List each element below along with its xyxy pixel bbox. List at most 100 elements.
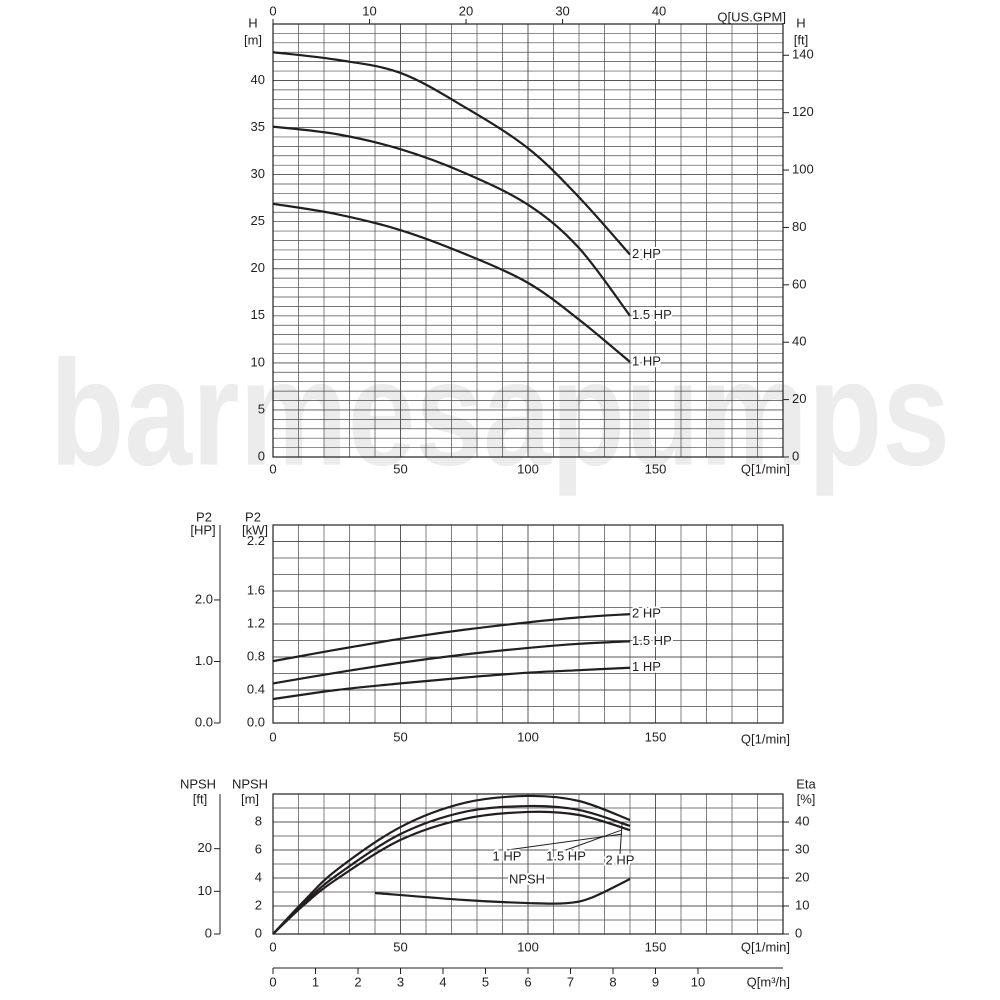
y-tick-label: 60 — [792, 276, 806, 291]
x-tick-label: 100 — [517, 461, 539, 476]
axis-title: P2 — [245, 509, 261, 524]
curve-label: NPSH — [509, 871, 545, 886]
y-tick-label: 1.6 — [247, 582, 265, 597]
y-tick-label: 120 — [792, 104, 814, 119]
y-tick-label: 20 — [251, 260, 265, 275]
y-tick-label: 20 — [795, 869, 809, 884]
y-tick-label: 10 — [198, 883, 212, 898]
axis-title: [%] — [797, 791, 816, 806]
x-tick-label: 10 — [362, 3, 376, 18]
y-tick-label: 30 — [795, 841, 809, 856]
axis-title: NPSH — [232, 776, 268, 791]
axis-title: H — [248, 15, 257, 30]
curve-label: 1 HP — [632, 659, 661, 674]
y-tick-label: 40 — [795, 813, 809, 828]
axis-title: [ft] — [794, 32, 808, 47]
x-tick-label: 0 — [269, 974, 276, 989]
axis-title: P2 — [196, 509, 212, 524]
x-tick-label: 2 — [354, 974, 361, 989]
curve — [272, 666, 631, 701]
axis-title: NPSH — [180, 776, 216, 791]
y-tick-label: 20 — [792, 391, 806, 406]
x-tick-label: 0 — [269, 3, 276, 18]
y-tick-label: 8 — [255, 813, 262, 828]
curve-label: 1.5 HP — [546, 848, 586, 863]
y-tick-label: 6 — [255, 841, 262, 856]
x-tick-label: 9 — [652, 974, 659, 989]
x-tick-label: 0 — [269, 729, 276, 744]
x-tick-label: 30 — [555, 3, 569, 18]
axis-title: Q[m³/h] — [747, 974, 790, 989]
x-tick-label: 5 — [482, 974, 489, 989]
axis-title: [m] — [241, 791, 259, 806]
x-tick-label: 8 — [609, 974, 616, 989]
curve-label: 1 HP — [632, 353, 661, 368]
axis-title: [HP] — [190, 522, 215, 537]
y-tick-label: 4 — [255, 869, 262, 884]
y-tick-label: 10 — [251, 354, 265, 369]
axis-title: [ft] — [193, 791, 207, 806]
y-tick-label: 0 — [795, 925, 802, 940]
x-tick-label: 10 — [691, 974, 705, 989]
y-tick-label: 0 — [255, 925, 262, 940]
x-tick-label: 1 — [312, 974, 319, 989]
curve — [272, 202, 631, 363]
y-tick-label: 30 — [251, 166, 265, 181]
y-tick-label: 25 — [251, 213, 265, 228]
plot-frame — [272, 793, 784, 935]
curve-label: 2 HP — [632, 606, 661, 621]
y-tick-label: 20 — [198, 840, 212, 855]
y-tick-label: 0 — [258, 448, 265, 463]
curve — [272, 794, 631, 935]
x-tick-label: 4 — [439, 974, 446, 989]
x-tick-label: 100 — [517, 939, 539, 954]
curve — [272, 125, 631, 317]
x-tick-label: 0 — [269, 939, 276, 954]
y-tick-label: 35 — [251, 119, 265, 134]
curve-label: 1 HP — [493, 848, 522, 863]
curve-label: 1.5 HP — [632, 633, 672, 648]
x-tick-label: 100 — [517, 729, 539, 744]
x-tick-label: 20 — [459, 3, 473, 18]
curve-label: 2 HP — [606, 852, 635, 867]
y-tick-label: 5 — [258, 401, 265, 416]
x-tick-label: 3 — [397, 974, 404, 989]
curve — [272, 51, 631, 256]
curve-label: 2 HP — [632, 246, 661, 261]
axis-title: Q[1/min] — [741, 939, 790, 954]
x-tick-label: 7 — [567, 974, 574, 989]
x-tick-label: 150 — [645, 939, 667, 954]
x-tick-label: 0 — [269, 461, 276, 476]
leader-line — [619, 824, 623, 855]
y-tick-label: 2 — [255, 897, 262, 912]
axis-title: [m] — [244, 32, 262, 47]
y-tick-label: 40 — [251, 72, 265, 87]
y-tick-label: 1.2 — [247, 615, 265, 630]
y-tick-label: 0.0 — [247, 714, 265, 729]
axis-title: Q[US.GPM] — [717, 9, 786, 24]
x-tick-label: 150 — [645, 461, 667, 476]
x-tick-label: 150 — [645, 729, 667, 744]
y-tick-label: 0 — [792, 448, 799, 463]
y-tick-label: 0 — [205, 925, 212, 940]
axis-title: Q[1/min] — [741, 461, 790, 476]
y-tick-label: 80 — [792, 219, 806, 234]
curve — [272, 804, 631, 935]
y-tick-label: 2.0 — [195, 591, 213, 606]
y-tick-label: 0.0 — [195, 714, 213, 729]
y-tick-label: 2.2 — [247, 533, 265, 548]
x-tick-label: 6 — [524, 974, 531, 989]
watermark: barmesapumps — [50, 329, 950, 497]
curve — [374, 877, 631, 905]
axis-title: [kW] — [242, 522, 268, 537]
y-tick-label: 1.0 — [195, 653, 213, 668]
y-tick-label: 40 — [792, 334, 806, 349]
curve — [272, 613, 631, 663]
curve — [272, 640, 631, 685]
curve — [272, 810, 631, 935]
y-tick-label: 100 — [792, 161, 814, 176]
x-tick-label: 50 — [393, 729, 407, 744]
x-tick-label: 40 — [652, 3, 666, 18]
plot-frame — [272, 524, 784, 724]
